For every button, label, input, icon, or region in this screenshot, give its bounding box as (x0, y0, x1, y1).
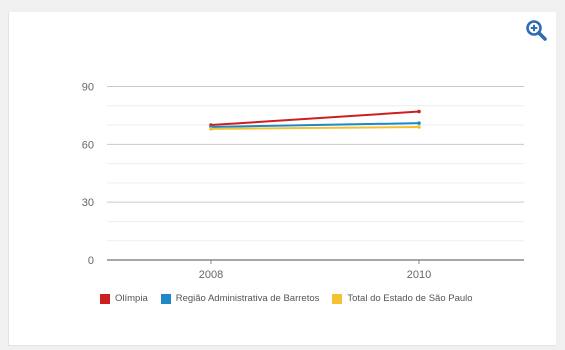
x-tick-label: 2010 (407, 269, 431, 281)
series-line-3 (210, 125, 420, 130)
data-point (209, 127, 213, 131)
legend-swatch (332, 293, 343, 304)
y-tick-label: 90 (82, 81, 94, 93)
legend-item[interactable]: Olímpia (100, 293, 148, 304)
legend-swatch (160, 293, 171, 304)
legend-label: Região Administrativa de Barretos (175, 293, 320, 304)
data-point (417, 125, 421, 129)
data-point (417, 109, 421, 114)
legend-label: Olímpia (115, 293, 148, 304)
y-tick-label: 60 (82, 139, 94, 151)
y-tick-label: 30 (82, 197, 94, 209)
chart-legend: Olímpia Região Administrativa de Barretos… (100, 293, 473, 304)
series-line-2 (210, 122, 420, 128)
legend-item[interactable]: Total do Estado de São Paulo (332, 293, 473, 304)
data-point (417, 121, 421, 125)
series-line-1 (210, 110, 420, 127)
zoom-button[interactable] (524, 18, 548, 42)
legend-label: Total do Estado de São Paulo (347, 293, 473, 304)
x-tick-label: 2008 (199, 269, 223, 281)
y-tick-label: 0 (88, 255, 94, 267)
chart-panel (8, 12, 556, 346)
legend-swatch (100, 293, 110, 304)
magnifier-plus-icon (526, 20, 547, 41)
legend-item[interactable]: Região Administrativa de Barretos (160, 293, 320, 304)
